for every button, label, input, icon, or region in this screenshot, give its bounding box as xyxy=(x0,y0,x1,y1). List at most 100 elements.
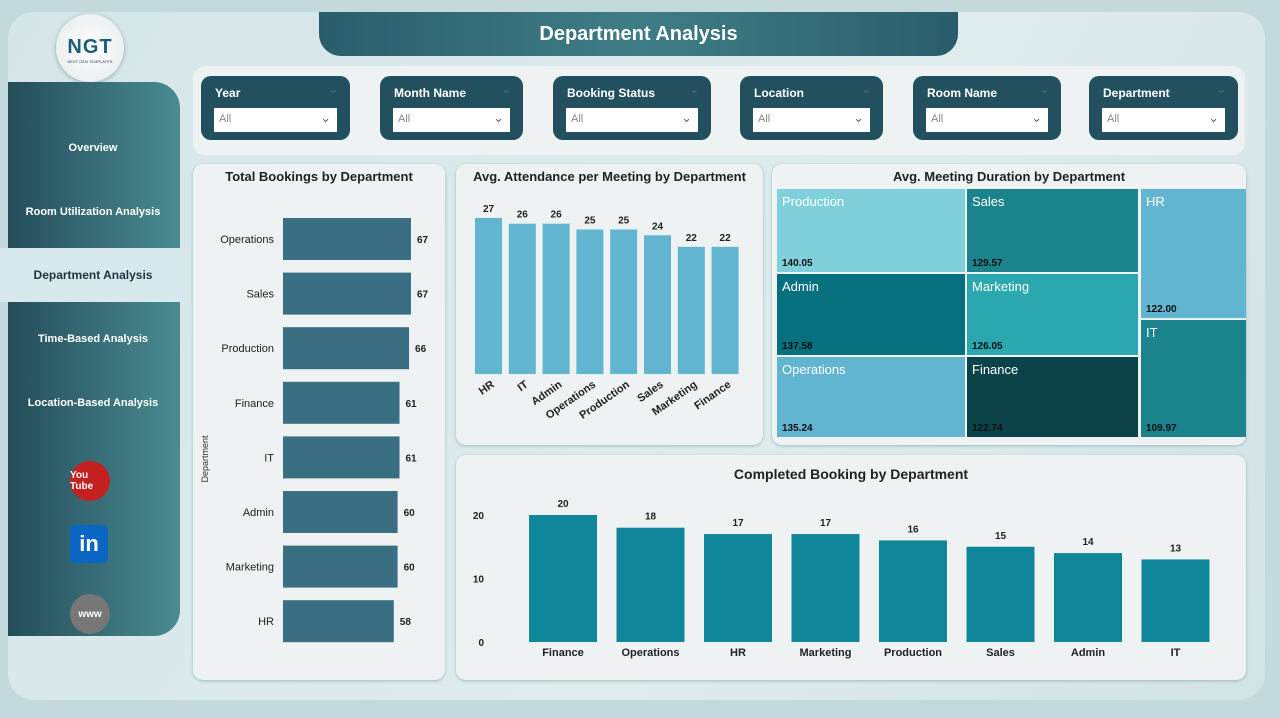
chevron-down-icon[interactable]: ⌄ xyxy=(1216,84,1226,96)
data-label: 22 xyxy=(686,233,698,244)
year-dropdown[interactable]: All ⌄ xyxy=(214,108,337,132)
sidebar-item-overview[interactable]: Overview xyxy=(0,121,186,175)
treemap-tile-it[interactable]: IT 109.97 xyxy=(1141,320,1246,437)
data-label: 26 xyxy=(517,210,529,221)
bar[interactable] xyxy=(879,540,947,642)
youtube-icon[interactable]: You Tube xyxy=(70,461,110,501)
bar[interactable] xyxy=(283,545,398,588)
data-label: 67 xyxy=(417,235,429,246)
avg-attendance-chart: 27HR26IT26Admin25Operations25Production2… xyxy=(475,204,739,422)
data-label: 26 xyxy=(551,210,563,221)
completed-booking-card: Completed Booking by Department 0 10 20 20 F… xyxy=(456,455,1246,680)
treemap-tile-finance[interactable]: Finance 122.74 xyxy=(967,357,1138,437)
location-slicer: Location ⌄ All ⌄ xyxy=(740,76,883,140)
bar[interactable] xyxy=(475,217,502,374)
bar[interactable] xyxy=(529,515,597,642)
data-label: 17 xyxy=(732,518,744,529)
chevron-down-icon: ⌄ xyxy=(681,110,692,125)
linkedin-icon[interactable]: in xyxy=(70,525,108,563)
chart-title: Total Bookings by Department xyxy=(225,169,413,184)
department-slicer: Department ⌄ All ⌄ xyxy=(1089,76,1238,140)
bar[interactable] xyxy=(283,600,394,643)
treemap-tile-sales[interactable]: Sales 129.57 xyxy=(967,189,1138,272)
data-label: 25 xyxy=(584,216,596,227)
bar[interactable] xyxy=(283,491,398,533)
category-label: IT xyxy=(1171,647,1181,659)
location-dropdown[interactable]: All ⌄ xyxy=(753,108,870,132)
room-name-dropdown[interactable]: All ⌄ xyxy=(926,108,1048,132)
bar[interactable] xyxy=(508,223,536,374)
bar[interactable] xyxy=(576,229,604,375)
bar[interactable] xyxy=(711,246,739,374)
chevron-down-icon[interactable]: ⌄ xyxy=(861,84,871,96)
bar[interactable] xyxy=(704,534,772,642)
bar[interactable] xyxy=(791,534,860,642)
department-dropdown[interactable]: All ⌄ xyxy=(1102,108,1225,132)
category-label: Admin xyxy=(1071,647,1106,659)
bar[interactable] xyxy=(283,381,400,424)
treemap-tile-admin[interactable]: Admin 137.58 xyxy=(777,274,965,355)
sidebar-item-department-analysis[interactable]: Department Analysis xyxy=(0,248,186,302)
sidebar-item-label: Time-Based Analysis xyxy=(37,333,149,345)
tile-label: Sales xyxy=(972,194,1005,209)
sidebar-item-time-based-analysis[interactable]: Time-Based Analysis xyxy=(0,312,186,366)
treemap-tile-operations[interactable]: Operations 135.24 xyxy=(777,357,965,437)
bar[interactable] xyxy=(283,272,411,315)
bar[interactable] xyxy=(677,246,705,374)
chevron-down-icon[interactable]: ⌄ xyxy=(1039,84,1049,96)
tile-label: Admin xyxy=(782,279,819,294)
bar[interactable] xyxy=(644,235,671,374)
treemap-tile-hr[interactable]: HR 122.00 xyxy=(1141,189,1246,318)
bar[interactable] xyxy=(966,546,1035,642)
data-label: 60 xyxy=(404,508,416,519)
category-label: HR xyxy=(477,379,497,398)
bar[interactable] xyxy=(542,223,570,374)
month-name-dropdown[interactable]: All ⌄ xyxy=(393,108,510,132)
filter-panel xyxy=(193,66,1245,155)
year-slicer: Year ⌄ All ⌄ xyxy=(201,76,350,140)
data-label: 22 xyxy=(720,233,732,244)
chevron-down-icon: ⌄ xyxy=(1031,110,1042,125)
tile-value: 109.97 xyxy=(1146,423,1177,434)
tile-label: Finance xyxy=(972,362,1019,377)
data-label: 18 xyxy=(645,512,657,523)
booking-status-dropdown[interactable]: All ⌄ xyxy=(566,108,698,132)
tile-label: Marketing xyxy=(972,279,1030,294)
treemap-tile-production[interactable]: Production 140.05 xyxy=(777,189,965,272)
department-value: All xyxy=(1107,113,1120,125)
category-label: Finance xyxy=(542,647,584,659)
bar[interactable] xyxy=(616,527,685,642)
treemap-tile-marketing[interactable]: Marketing 126.05 xyxy=(967,274,1138,355)
data-label: 17 xyxy=(820,518,832,529)
chevron-down-icon[interactable]: ⌄ xyxy=(689,84,699,96)
bar[interactable] xyxy=(1054,553,1122,642)
bar[interactable] xyxy=(283,218,411,260)
category-label: HR xyxy=(258,616,274,628)
department-label: Department xyxy=(1103,86,1170,100)
bar[interactable] xyxy=(610,229,638,375)
year-value: All xyxy=(219,113,232,125)
month-name-label: Month Name xyxy=(394,86,466,100)
sidebar-item-location-based-analysis[interactable]: Location-Based Analysis xyxy=(0,376,186,430)
bar[interactable] xyxy=(283,327,410,370)
bar[interactable] xyxy=(1141,559,1210,642)
location-value: All xyxy=(758,113,771,125)
category-label: Sales xyxy=(246,289,274,301)
sidebar-item-room-utilization-analysis[interactable]: Room Utilization Analysis xyxy=(0,185,186,239)
data-label: 60 xyxy=(404,563,416,574)
globe-icon-label: www xyxy=(78,608,102,620)
bar[interactable] xyxy=(283,436,400,479)
avg-attendance-card: Avg. Attendance per Meeting by Departmen… xyxy=(456,164,763,445)
globe-icon[interactable]: www xyxy=(70,594,110,634)
month-name-slicer: Month Name ⌄ All ⌄ xyxy=(380,76,523,140)
chart-title: Completed Booking by Department xyxy=(733,466,969,482)
data-label: 27 xyxy=(483,204,495,215)
logo-subtext: NEXT GEN TEMPLATES xyxy=(67,59,113,64)
category-label: Production xyxy=(884,647,942,659)
data-label: 15 xyxy=(995,531,1007,542)
data-label: 61 xyxy=(406,453,418,464)
chevron-down-icon[interactable]: ⌄ xyxy=(328,84,338,96)
total-bookings-chart: Department Operations 67 Sales 67 Production 6… xyxy=(200,218,429,643)
chevron-down-icon[interactable]: ⌄ xyxy=(501,84,511,96)
sidebar-item-label: Overview xyxy=(68,142,118,154)
